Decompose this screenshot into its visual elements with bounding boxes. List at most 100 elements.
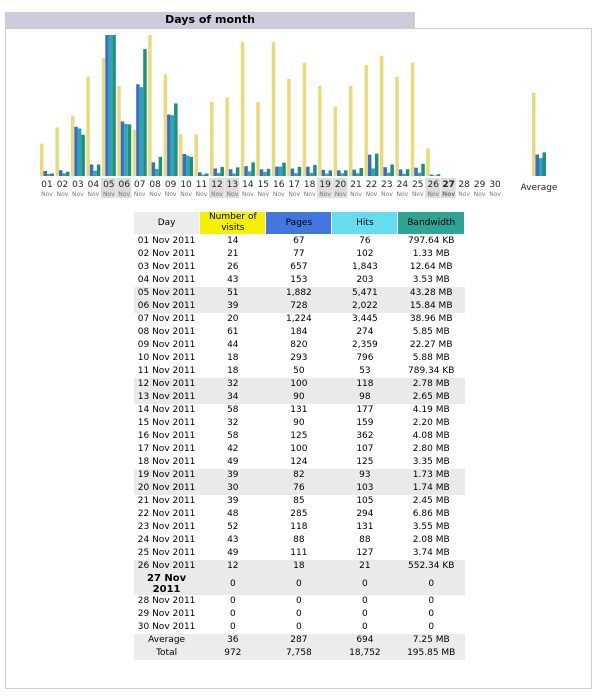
x-tick-label: 20 [335,180,347,190]
x-tick-label: 06 [119,180,131,190]
value-cell: 0 [331,573,398,595]
day-cell: 02 Nov 2011 [137,249,196,259]
value-cell: 61 [227,327,239,337]
day-cell: 10 Nov 2011 [137,353,196,363]
value-cell: 51 [199,287,266,300]
value-cell: 0 [428,596,435,606]
value-cell: 3.53 MB [412,275,450,285]
bar [535,154,539,176]
bar [306,166,310,176]
value-cell: 5.88 MB [412,353,450,363]
bar [232,173,236,176]
bar [244,166,248,176]
day-cell: 22 Nov 2011 [137,509,196,519]
value-cell: 32 [227,418,239,428]
bar [410,62,415,177]
table-row: 24 Nov 2011 43 88 88 2.08 MB [134,534,465,547]
value-cell: 43 [227,535,239,545]
value-cell: 2.78 MB [397,378,465,391]
value-cell: 552.34 KB [397,560,465,573]
x-tick-label: 01 [41,180,52,190]
value-cell: 42 [227,444,239,454]
x-tick-sublabel: Nov [489,191,501,198]
bar [328,170,333,176]
weekend-highlight [224,178,240,198]
value-cell: 90 [293,418,305,428]
x-tick-label: 25 [412,180,423,190]
value-cell: 796 [356,353,374,363]
value-cell: 49 [227,548,239,558]
table-row: 02 Nov 2011 21 77 102 1.33 MB [134,248,465,261]
value-cell: 1.33 MB [412,249,450,259]
bar [40,143,44,176]
value-cell: 3,445 [352,314,378,324]
value-cell: 153 [290,275,308,285]
day-cell: 19 Nov 2011 [133,469,200,482]
value-cell: 1,224 [286,314,312,324]
bar [364,65,368,176]
value-cell: 159 [356,418,374,428]
bar [539,158,543,176]
day-cell: 07 Nov 2011 [137,314,196,324]
value-cell: 88 [359,535,371,545]
value-cell: 820 [290,340,308,350]
value-cell: 85 [293,496,305,506]
bar [62,173,66,176]
chart: 01Nov02Nov03Nov04Nov05Nov06Nov07Nov08Nov… [40,35,558,198]
value-cell: 88 [293,535,305,545]
value-cell: 3.74 MB [412,548,450,558]
value-cell: 0 [229,609,236,619]
bar [77,128,82,176]
value-cell: 125 [356,457,374,467]
x-tick-label: 10 [180,180,192,190]
day-cell: 08 Nov 2011 [137,327,196,337]
bar [240,41,245,177]
bar [155,168,159,176]
table-row: 21 Nov 2011 39 85 105 2.45 MB [134,495,465,508]
bar [158,156,163,176]
value-cell: 15.84 MB [397,300,465,313]
value-cell: 21 [227,249,239,259]
x-tick-label: 08 [149,180,161,190]
value-cell: 131 [356,522,374,532]
x-tick-sublabel: Nov [227,191,239,198]
value-cell: 0 [397,573,465,595]
value-cell: 7.25 MB [397,634,465,647]
x-tick-sublabel: Nov [118,191,130,198]
x-tick-label: 09 [165,180,177,190]
value-cell: 18 [227,353,239,363]
weekend-highlight [332,178,348,198]
value-cell: 657 [290,262,308,272]
bar [174,103,178,176]
bar [201,174,205,176]
x-tick-label: Average [521,183,558,193]
day-cell: 05 Nov 2011 [133,287,200,300]
bar [352,169,356,176]
table-row: 03 Nov 2011 26 657 1,843 12.64 MB [134,261,465,274]
bar [86,76,90,176]
x-tick-sublabel: Nov [257,191,269,198]
value-cell: 39 [227,496,239,506]
value-cell: 2.45 MB [412,496,450,506]
bar [337,170,341,176]
bar [194,134,198,176]
x-tick-label: 14 [242,180,254,190]
value-cell: 118 [331,378,398,391]
summary-label: Total [133,647,200,660]
x-tick-sublabel: Nov [41,191,53,198]
value-cell: 36 [199,634,266,647]
value-cell: 77 [293,249,305,259]
summary-row: Total 972 7,758 18,752 195.85 MB [133,647,465,660]
x-tick-sublabel: Nov [180,191,192,198]
bar [182,154,187,176]
value-cell: 12.64 MB [409,262,453,272]
value-cell: 67 [293,236,305,246]
value-cell: 972 [199,647,266,660]
value-cell: 21 [331,560,398,573]
value-cell: 43 [227,275,239,285]
bar [58,170,63,176]
value-cell: 4.19 MB [412,405,450,415]
bar [402,173,406,176]
bar [124,123,128,176]
bar [340,173,345,176]
